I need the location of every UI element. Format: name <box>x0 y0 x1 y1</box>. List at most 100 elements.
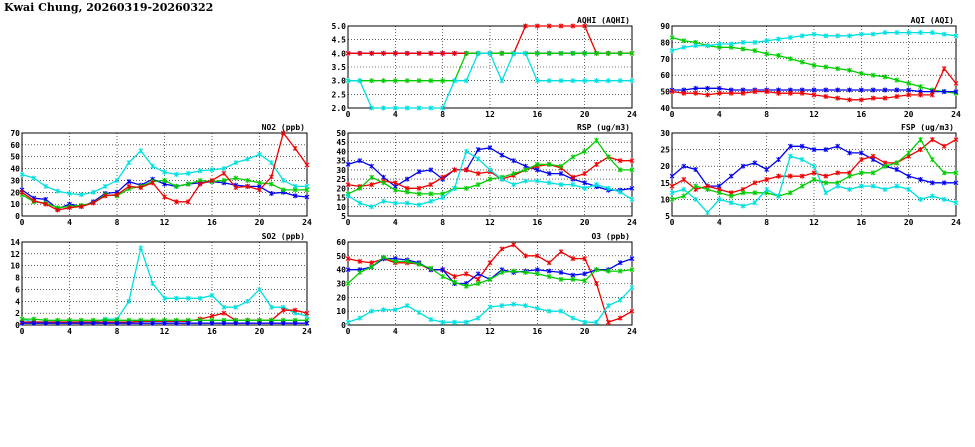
data-point <box>716 190 722 196</box>
data-point <box>716 85 722 91</box>
data-point <box>941 143 947 149</box>
data-point <box>269 320 274 326</box>
y-tick-label: 40 <box>660 104 670 113</box>
data-point <box>681 44 687 50</box>
data-point <box>221 310 227 316</box>
data-point <box>245 177 250 183</box>
data-point <box>693 43 699 49</box>
data-point <box>185 295 191 301</box>
data-point <box>428 50 434 56</box>
data-point <box>570 23 576 29</box>
data-point <box>617 189 623 195</box>
chart-title: FSP (ug/m3) <box>901 123 954 132</box>
data-point <box>499 78 505 84</box>
data-point <box>811 62 817 68</box>
data-point <box>594 182 599 188</box>
data-point <box>245 298 250 304</box>
data-point <box>440 105 446 111</box>
data-point <box>558 78 564 84</box>
y-tick-label: 10 <box>336 203 346 212</box>
data-point <box>67 205 72 211</box>
data-point <box>906 87 912 93</box>
data-point <box>126 183 132 189</box>
data-point <box>870 31 876 37</box>
x-tick-label: 12 <box>809 218 819 227</box>
data-point <box>475 156 481 162</box>
data-point <box>728 200 734 206</box>
data-point <box>811 31 817 37</box>
data-point <box>499 50 505 56</box>
data-point <box>440 50 446 56</box>
data-point <box>740 163 746 169</box>
data-point <box>280 307 286 313</box>
data-point <box>197 320 203 326</box>
data-point <box>546 180 552 186</box>
data-point <box>126 160 132 166</box>
data-point <box>693 85 699 91</box>
data-point <box>558 276 564 282</box>
data-point <box>90 200 96 206</box>
data-point <box>582 50 588 56</box>
data-point <box>463 319 469 325</box>
data-point <box>629 196 635 202</box>
y-tick-label: 3.5 <box>332 63 347 72</box>
data-point <box>858 31 864 37</box>
data-point <box>669 48 675 54</box>
x-tick-label: 20 <box>580 218 590 227</box>
data-point <box>693 196 699 202</box>
x-tick-label: 24 <box>302 218 312 227</box>
data-point <box>570 174 576 180</box>
data-point <box>605 319 611 325</box>
data-point <box>570 256 576 262</box>
series-cyan <box>345 148 635 210</box>
data-point <box>463 283 469 289</box>
data-point <box>546 260 552 266</box>
data-point <box>728 193 734 199</box>
y-tick-label: 10 <box>10 262 20 271</box>
data-point <box>304 320 310 326</box>
data-point <box>269 190 274 196</box>
chart-title: AQHI (AQHI) <box>577 16 630 25</box>
data-point <box>558 171 564 177</box>
data-point <box>823 33 829 39</box>
chart-aqi: 0 4 8 12 16 20 24 40 50 60 70 80 90 AQI (AQI) <box>660 16 961 119</box>
data-point <box>221 304 227 310</box>
data-point <box>918 147 923 153</box>
data-point <box>357 50 363 56</box>
chart-aqhi: 0 4 8 12 16 20 24 2.0 2.5 3.0 3.5 4.0 4.5 5.0 AQHI (AQ… <box>332 16 637 119</box>
data-point <box>357 158 363 164</box>
x-tick-label: 20 <box>255 218 265 227</box>
data-point <box>823 190 829 196</box>
x-tick-label: 24 <box>951 218 961 227</box>
data-point <box>629 256 635 262</box>
data-point <box>740 190 746 196</box>
data-point <box>292 193 298 199</box>
data-point <box>847 150 852 156</box>
data-point <box>369 105 375 111</box>
data-point <box>617 167 623 173</box>
data-point <box>617 260 623 266</box>
data-point <box>882 74 888 80</box>
data-point <box>929 193 935 199</box>
data-point <box>257 187 262 193</box>
data-point <box>162 177 167 183</box>
y-tick-label: 40 <box>336 266 346 275</box>
data-point <box>55 188 60 194</box>
data-point <box>392 50 398 56</box>
data-point <box>392 200 398 206</box>
series-cyan <box>345 285 635 325</box>
data-point <box>764 186 770 192</box>
data-point <box>404 105 410 111</box>
y-tick-label: 70 <box>660 55 670 64</box>
data-point <box>764 89 770 95</box>
data-point <box>511 268 517 274</box>
data-point <box>381 180 386 186</box>
data-point <box>752 89 758 95</box>
data-point <box>629 167 635 173</box>
data-point <box>67 190 72 196</box>
y-tick-label: 5.0 <box>332 22 347 31</box>
data-point <box>257 320 262 326</box>
data-point <box>835 33 841 39</box>
series-cyan <box>19 148 310 198</box>
data-point <box>811 92 817 98</box>
